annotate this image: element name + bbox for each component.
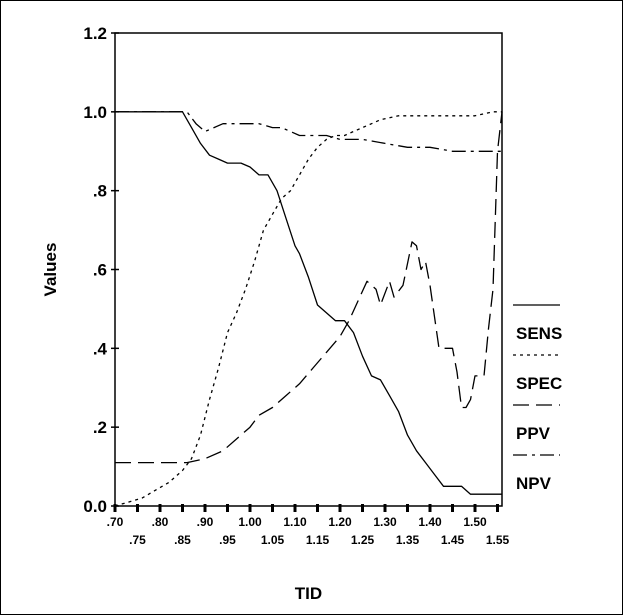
plot-area	[114, 32, 503, 507]
plot-border	[114, 32, 503, 507]
x-tick-label: .80	[152, 515, 169, 529]
y-tick-label: 1.2	[83, 24, 107, 43]
x-tick-label: .70	[107, 515, 124, 529]
legend-label-spec: SPEC	[516, 374, 562, 393]
x-tick-label: 1.25	[351, 533, 375, 547]
x-tick-label: 1.10	[283, 515, 307, 529]
y-tick-label: .8	[93, 182, 107, 201]
y-tick-label: .2	[93, 418, 107, 437]
legend: SENS SPEC PPV NPV	[513, 304, 562, 493]
x-tick-label: 1.00	[238, 515, 262, 529]
x-tick-label: 1.05	[261, 533, 285, 547]
x-axis-title: TID	[295, 584, 322, 603]
x-tick-label: 1.30	[373, 515, 397, 529]
series-line-npv	[115, 111, 502, 152]
legend-label-sens: SENS	[516, 324, 562, 343]
y-tick-label: .6	[93, 261, 107, 280]
x-tick-label: 1.15	[306, 533, 330, 547]
x-tick-label: .95	[219, 533, 236, 547]
series-line-ppv	[115, 111, 503, 464]
x-tick-label: 1.40	[418, 515, 442, 529]
y-tick-label: 1.0	[83, 103, 107, 122]
x-tick-label: 1.50	[463, 515, 487, 529]
y-axis: 0.0 .2 .4 .6 .8 1.0 1.2	[83, 24, 119, 516]
x-tick-label: .85	[174, 533, 191, 547]
y-axis-title: Values	[41, 243, 60, 297]
legend-label-npv: NPV	[516, 474, 552, 493]
series-line-spec	[114, 111, 502, 507]
series-layer	[114, 111, 503, 507]
x-tick-label: 1.45	[441, 533, 465, 547]
legend-label-ppv: PPV	[516, 424, 551, 443]
x-axis: .70 .75 .80 .85 .90 .951.00 1.05 1.10 1.15 1.20 1.…	[107, 504, 510, 547]
x-tick-label: .90	[197, 515, 214, 529]
x-tick-label: 1.35	[396, 533, 420, 547]
x-tick-label: .75	[129, 533, 146, 547]
x-tick-label: 1.20	[328, 515, 352, 529]
x-tick-label: 1.55	[486, 533, 510, 547]
y-tick-label: 0.0	[83, 497, 107, 516]
series-line-sens	[115, 111, 502, 495]
y-tick-label: .4	[93, 339, 108, 358]
